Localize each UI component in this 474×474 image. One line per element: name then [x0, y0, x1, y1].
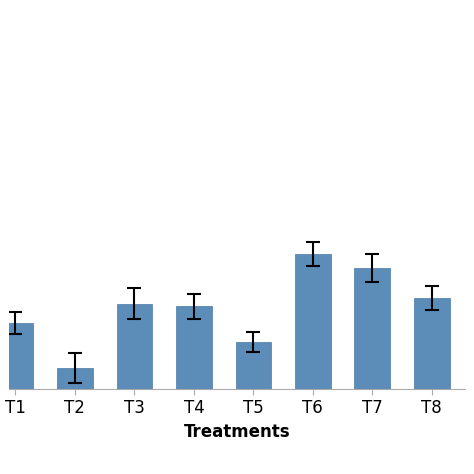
X-axis label: Treatments: Treatments — [184, 423, 290, 441]
Bar — [414, 298, 450, 389]
Bar — [176, 307, 212, 389]
Bar — [236, 342, 271, 389]
Bar — [355, 268, 390, 389]
Bar — [57, 368, 93, 389]
Bar — [0, 323, 33, 389]
Bar — [117, 304, 152, 389]
Bar — [295, 255, 331, 389]
